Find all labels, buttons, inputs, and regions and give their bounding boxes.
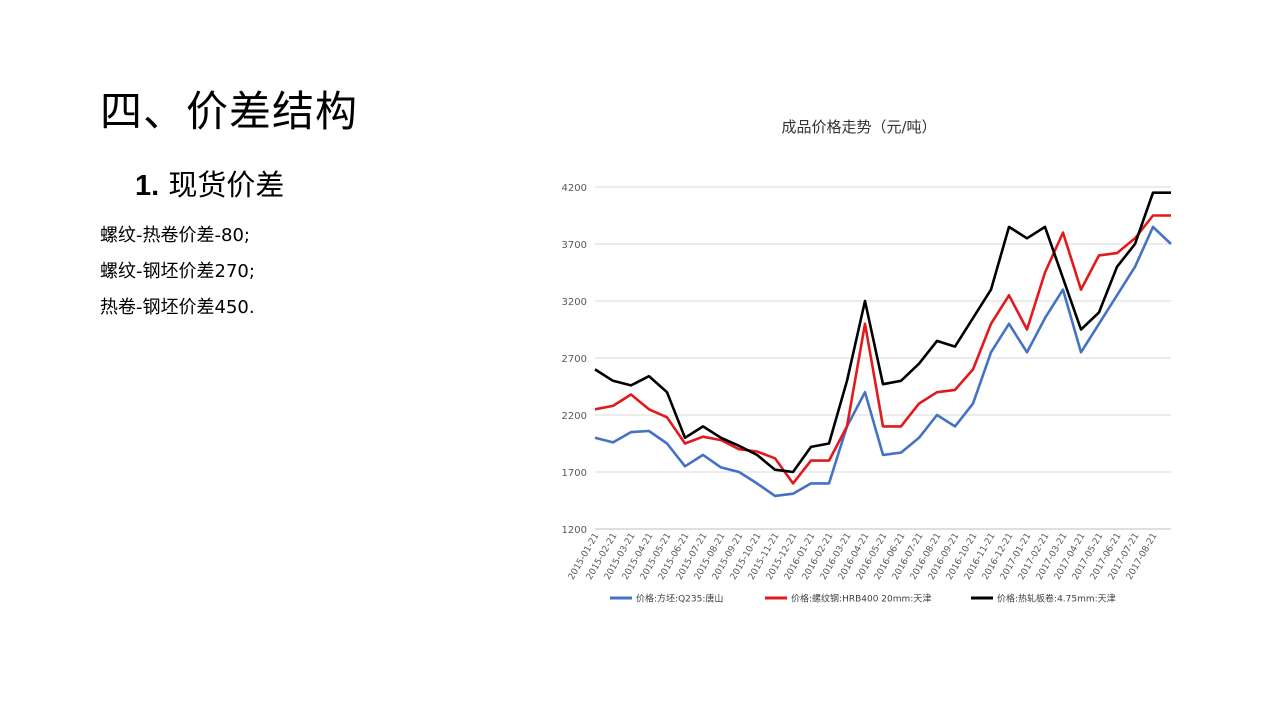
y-tick-label: 3200	[562, 297, 587, 308]
legend-label: 价格:方坯:Q235:唐山	[636, 593, 723, 605]
y-tick-label: 1700	[562, 468, 587, 479]
price-trend-chart: 成品价格走势（元/吨） 1200 1700 2200 2700 3200 3700 4200…	[562, 118, 1172, 605]
x-axis: 2015-01-212015-02-212015-03-212015-04-21…	[567, 532, 1160, 582]
subtitle-text: 现货价差	[168, 168, 285, 202]
spread-list: 螺纹-热卷价差-80; 螺纹-钢坯价差270; 热卷-钢坯价差450.	[100, 218, 255, 326]
y-axis: 1200 1700 2200 2700 3200 3700 4200	[562, 183, 587, 536]
chart-title: 成品价格走势（元/吨）	[781, 118, 936, 136]
y-tick-label: 1200	[562, 525, 587, 536]
chart-gridlines	[595, 186, 1171, 530]
legend-label: 价格:热轧板卷:4.75mm:天津	[997, 593, 1116, 605]
chart-legend: 价格:方坯:Q235:唐山 价格:螺纹钢:HRB400 20mm:天津 价格:热轧板…	[610, 593, 1116, 605]
series-line-1	[594, 225, 1172, 498]
subtitle-number: 1.	[135, 170, 160, 202]
series-line-3	[594, 191, 1171, 474]
legend-label: 价格:螺纹钢:HRB400 20mm:天津	[791, 593, 931, 605]
slide-subtitle: 1. 现货价差	[135, 162, 284, 204]
y-tick-label: 3700	[562, 240, 587, 251]
slide-title: 四、价差结构	[100, 87, 359, 136]
y-tick-label: 4200	[562, 183, 587, 194]
y-tick-label: 2200	[562, 411, 587, 422]
spread-item-rebar-billet: 螺纹-钢坯价差270;	[100, 261, 255, 282]
series-line-2	[594, 214, 1171, 485]
chart-series	[594, 191, 1172, 498]
y-tick-label: 2700	[562, 354, 587, 365]
spread-item-rebar-hrc: 螺纹-热卷价差-80;	[100, 225, 250, 246]
spread-item-hrc-billet: 热卷-钢坯价差450.	[100, 297, 255, 318]
